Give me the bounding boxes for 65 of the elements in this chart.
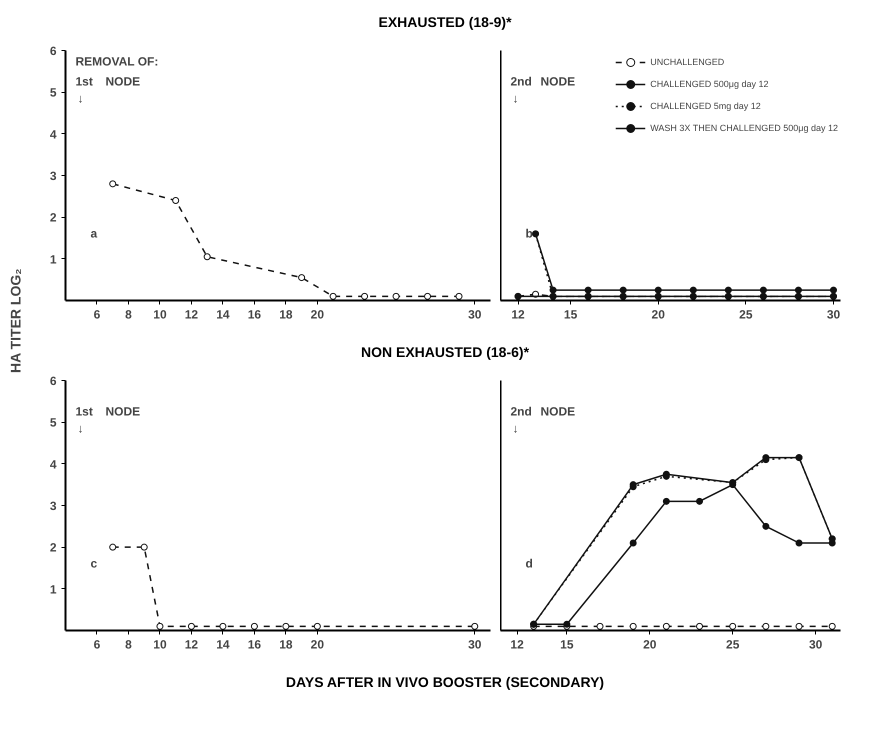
y-tick-label: 6 — [50, 374, 57, 388]
annotation: NODE — [540, 74, 576, 88]
x-tick-label: 18 — [279, 308, 293, 322]
y-tick-label: 2 — [50, 540, 57, 555]
x-tick-label: 10 — [153, 308, 167, 322]
y-axis-title: HA TITER LOG₂ — [8, 268, 24, 373]
y-tick-label: 2 — [50, 210, 57, 225]
x-tick-label: 15 — [564, 308, 578, 322]
x-tick-label: 30 — [468, 638, 482, 652]
y-tick-label: 5 — [50, 86, 57, 100]
x-axis-title: DAYS AFTER IN VIVO BOOSTER (SECONDARY) — [286, 673, 604, 692]
x-tick-label: 12 — [184, 308, 198, 322]
x-tick-label: 20 — [652, 308, 666, 322]
annotation: ↓ — [78, 422, 84, 436]
y-tick-label: 4 — [50, 127, 57, 142]
x-tick-label: 30 — [826, 308, 840, 322]
annotation: NODE — [106, 74, 140, 88]
x-tick-label: 6 — [94, 308, 101, 322]
x-tick-label: 20 — [310, 638, 324, 652]
x-tick-label: 25 — [726, 638, 740, 652]
x-tick-label: 25 — [739, 308, 753, 322]
chart-title: EXHAUSTED (18-9)* — [378, 13, 512, 32]
x-tick-label: 14 — [216, 638, 230, 652]
legend-label: CHALLENGED 500μg day 12 — [650, 78, 768, 90]
y-tick-label: 6 — [50, 44, 57, 58]
annotation: b — [526, 226, 533, 240]
annotation: d — [526, 556, 533, 570]
annotation: 1st — [76, 404, 93, 418]
annotation: 2nd — [510, 74, 532, 88]
x-tick-label: 15 — [560, 638, 574, 652]
annotation: ↓ — [512, 92, 518, 106]
annotation: c — [90, 556, 98, 570]
y-tick-label: 4 — [50, 457, 57, 472]
annotation: NODE — [540, 404, 576, 418]
x-tick-label: 12 — [511, 308, 526, 322]
x-tick-label: 8 — [125, 308, 132, 322]
y-tick-label: 3 — [50, 169, 57, 183]
legend-label: CHALLENGED 5mg day 12 — [650, 100, 761, 112]
chart-title: NON EXHAUSTED (18-6)* — [360, 343, 530, 362]
x-tick-label: 16 — [248, 638, 262, 652]
x-tick-label: 16 — [248, 308, 262, 322]
x-tick-label: 12 — [510, 638, 524, 652]
y-tick-label: 5 — [50, 416, 57, 430]
annotation: 2nd — [510, 404, 532, 418]
legend-label: UNCHALLENGED — [650, 56, 724, 68]
annotation: REMOVAL OF: — [76, 54, 158, 68]
x-tick-label: 18 — [279, 638, 293, 652]
annotation: 1st — [76, 74, 93, 88]
y-tick-label: 1 — [50, 582, 57, 596]
x-tick-label: 20 — [310, 308, 324, 322]
y-tick-label: 1 — [50, 252, 57, 266]
annotation: ↓ — [512, 422, 518, 436]
x-tick-label: 10 — [153, 638, 167, 652]
x-tick-label: 30 — [808, 638, 823, 652]
annotation: NODE — [106, 404, 140, 418]
x-tick-label: 6 — [94, 638, 101, 652]
x-tick-label: 14 — [216, 308, 230, 322]
x-tick-label: 30 — [468, 308, 482, 322]
x-tick-label: 20 — [643, 638, 657, 652]
y-tick-label: 3 — [50, 499, 57, 513]
annotation: a — [90, 226, 98, 240]
legend-label: WASH 3X THEN CHALLENGED 500μg day 12 — [650, 122, 838, 134]
annotation: ↓ — [78, 92, 84, 106]
x-tick-label: 8 — [125, 638, 132, 652]
x-tick-label: 12 — [184, 638, 198, 652]
